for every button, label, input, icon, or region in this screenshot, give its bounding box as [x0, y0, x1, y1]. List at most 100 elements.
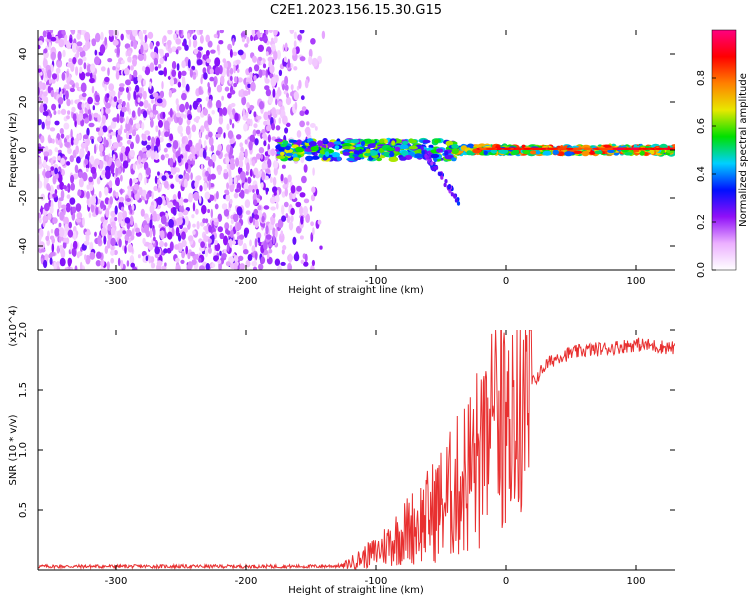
spectrogram-cell — [243, 229, 248, 238]
spectrogram-cell — [292, 236, 297, 245]
spectrogram-cell — [51, 138, 55, 144]
spectrogram-cell — [105, 169, 111, 180]
spectrogram-cell — [227, 130, 234, 140]
spectrogram-cell — [132, 30, 138, 37]
spectrogram-cell — [43, 168, 46, 179]
spectrogram-cell — [158, 224, 163, 229]
x-tick-label: -200 — [235, 276, 258, 287]
spectrogram-cell — [240, 171, 246, 181]
spectrogram-cell — [253, 209, 259, 215]
spectrogram-cell — [207, 238, 212, 244]
spectrogram-cell — [175, 98, 179, 106]
spectrogram-cell — [268, 30, 273, 33]
spectrogram-cell — [581, 144, 591, 149]
spectrogram-cell — [252, 217, 256, 226]
spectrogram-cell — [200, 76, 203, 85]
spectrogram-cell — [293, 40, 297, 48]
spectrogram-cell — [552, 149, 559, 155]
spectrogram-cell — [428, 144, 434, 149]
spectrogram-cell — [264, 175, 269, 181]
spectrogram-cell — [78, 177, 84, 188]
spectrogram-cell — [237, 238, 244, 246]
spectrogram-cell — [176, 103, 180, 112]
spectrogram-cell — [72, 113, 77, 122]
spectrogram-cell — [96, 177, 101, 185]
spectrogram-cell — [299, 192, 306, 198]
spectrogram-cell — [185, 101, 189, 110]
spectrogram-cell — [164, 262, 167, 267]
spectrogram-cell — [105, 107, 111, 115]
spectrogram-cell — [150, 119, 154, 128]
spectrogram-cell — [170, 165, 177, 175]
y-tick-label: 2.0 — [18, 322, 29, 338]
spectrogram-cell — [261, 133, 267, 139]
spectrogram-cell — [258, 263, 264, 270]
spectrogram-cell — [248, 184, 253, 193]
spectrogram-cell — [421, 150, 425, 155]
spectrogram-cell — [161, 81, 164, 90]
spectrogram-cell — [141, 65, 146, 72]
spectrogram-cell — [245, 259, 251, 268]
x-tick-label: 0 — [503, 576, 509, 587]
spectrogram-cell — [177, 217, 183, 226]
spectrogram-cell — [116, 63, 121, 68]
spectrogram-cell — [38, 235, 42, 241]
spectrogram-cell — [150, 150, 156, 160]
spectrogram-cell — [64, 267, 69, 270]
spectrogram-cell — [247, 176, 252, 184]
spectrogram-cell — [246, 77, 253, 84]
spectrogram-cell — [278, 117, 282, 124]
spectrogram-cell — [92, 105, 96, 111]
spectrogram-cell — [454, 198, 458, 203]
spectrogram-cell — [86, 184, 90, 190]
spectrogram-cell — [68, 58, 73, 63]
spectrogram-cell — [239, 263, 245, 270]
spectrogram-cell — [200, 241, 206, 249]
spectrogram-cell — [190, 251, 195, 257]
spectrogram-cell — [233, 255, 239, 263]
snr-y-multiplier: (x10^4) — [8, 305, 19, 346]
spectrogram-cell — [233, 76, 238, 83]
spectrogram-cell — [148, 243, 154, 251]
spectrogram-cell — [293, 66, 298, 71]
spectrogram-cell — [299, 110, 305, 117]
spectrogram-cell — [197, 46, 203, 51]
spectrogram-cell — [189, 68, 193, 78]
spectrogram-cell — [268, 94, 274, 104]
spectrogram-cell — [255, 153, 261, 160]
spectrogram-cell — [120, 220, 124, 228]
spectrogram-cell — [269, 196, 276, 204]
spectrogram-cell — [270, 43, 276, 52]
spectrogram-cell — [299, 205, 304, 216]
spectrogram-cell — [236, 68, 240, 73]
spectrogram-cell — [175, 226, 180, 237]
spectrogram-cell — [253, 266, 257, 270]
spectrogram-cell — [265, 30, 269, 35]
spectrogram-cell — [54, 147, 58, 153]
spectrogram-cell — [187, 113, 193, 121]
spectrogram-cell — [237, 77, 243, 83]
spectrogram-cell — [50, 166, 55, 172]
spectrogram-cell — [73, 138, 79, 146]
spectrogram-cell — [117, 90, 121, 100]
spectrogram-cell — [466, 150, 473, 156]
spectrogram-cell — [253, 111, 257, 118]
spectrogram-cell — [68, 221, 72, 229]
spectrogram-cell — [192, 74, 196, 80]
spectrogram-cell — [364, 152, 372, 157]
spectrogram-cell — [79, 71, 86, 81]
spectrogram-cell — [147, 31, 154, 39]
spectrogram-cell — [229, 139, 235, 145]
spectrogram-cell — [304, 253, 308, 263]
spectrogram-cell — [214, 203, 219, 210]
spectrogram-cell — [262, 37, 268, 42]
spectrogram-cell — [75, 66, 79, 76]
spectrogram-cell — [142, 110, 148, 118]
spectrogram-cell — [172, 140, 179, 150]
spectrogram-cell — [226, 123, 230, 131]
spectrogram-cell — [284, 127, 289, 134]
spectrogram-cell — [183, 178, 188, 188]
spectrogram-cell — [245, 170, 249, 176]
spectrogram-cell — [299, 235, 304, 240]
spectrogram-cell — [192, 155, 196, 161]
